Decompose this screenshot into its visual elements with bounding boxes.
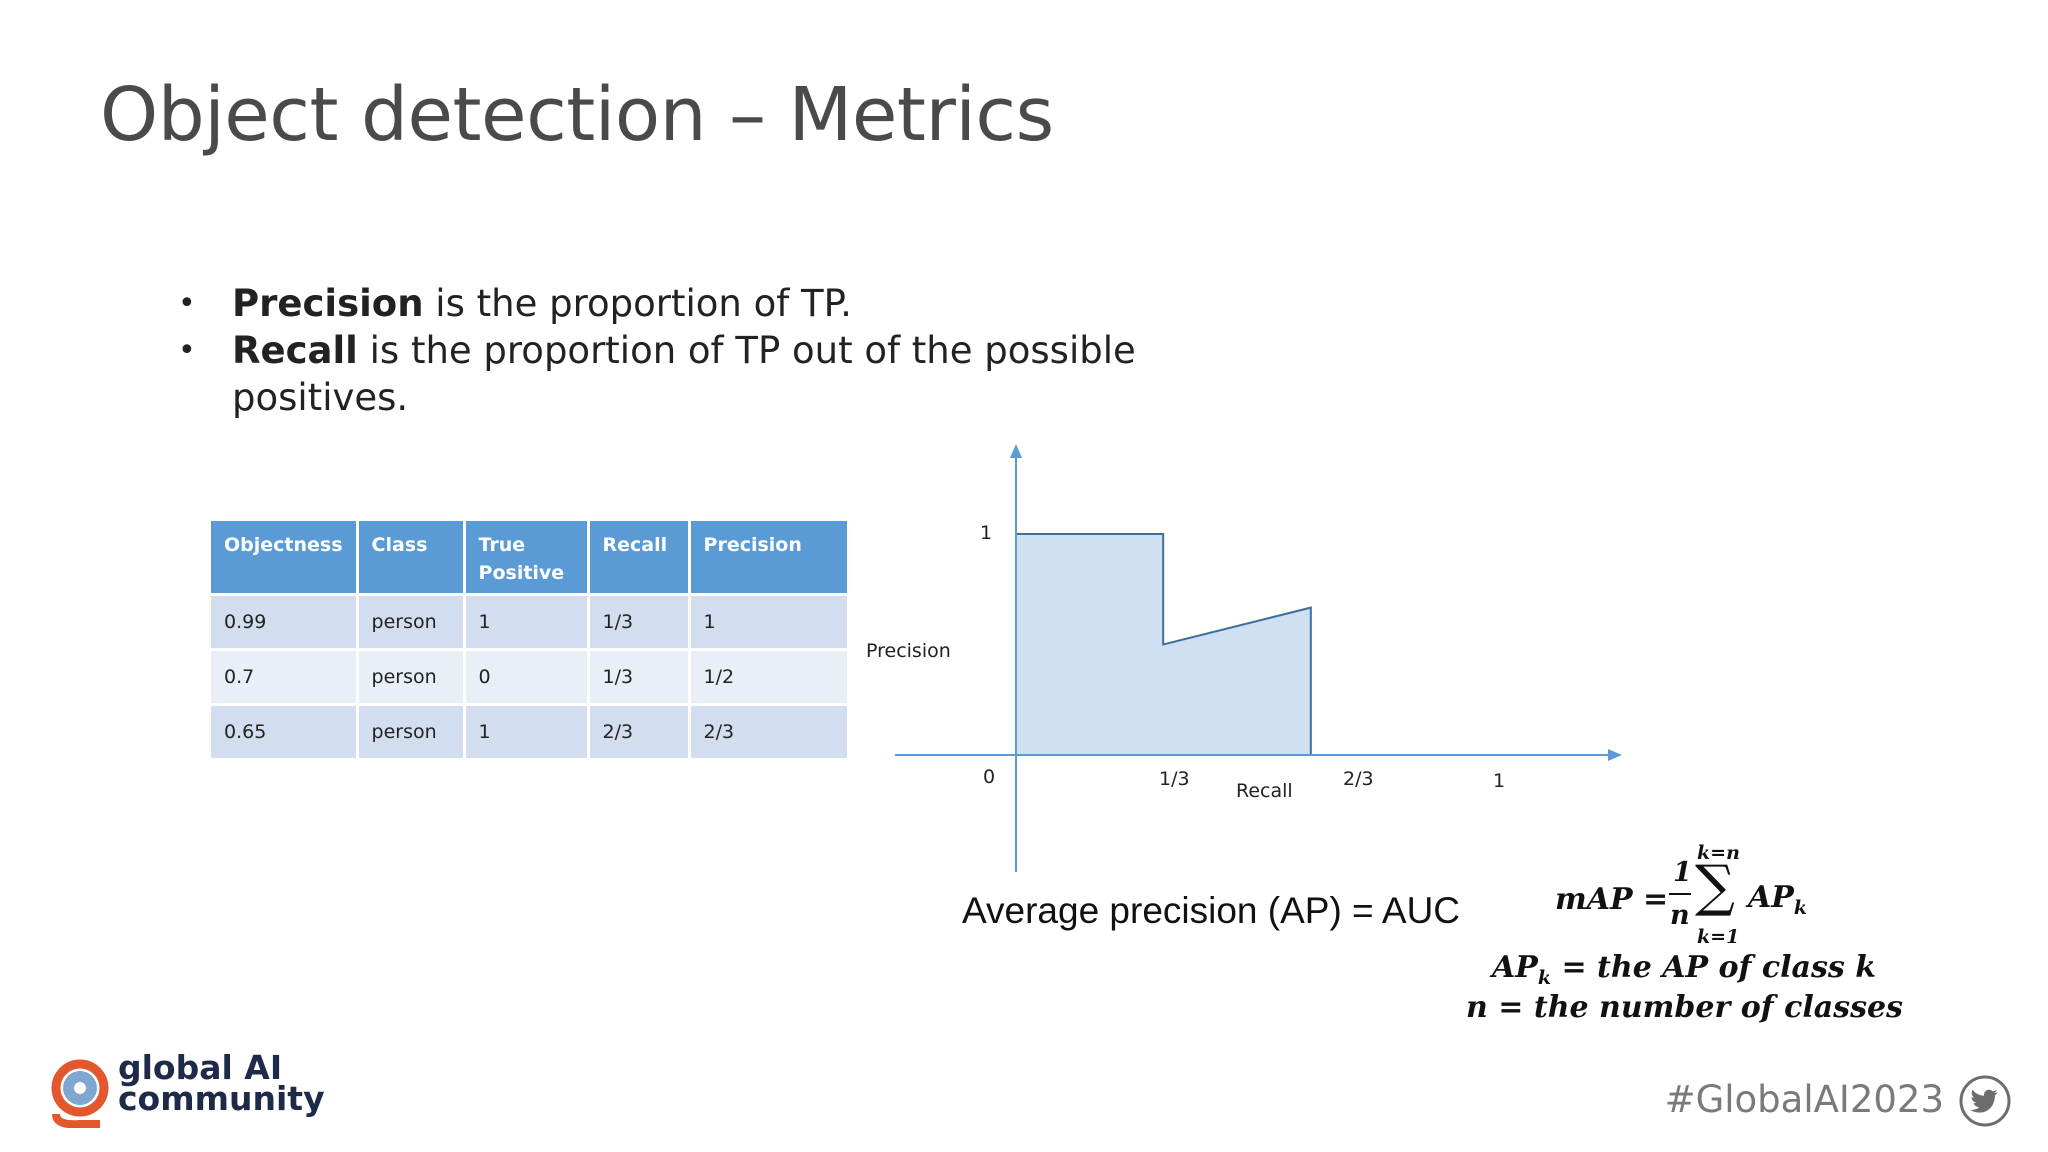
x-tick-label-1: 1 bbox=[1493, 770, 1506, 792]
table-row: 0.7 person 0 1/3 1/2 bbox=[208, 648, 850, 706]
formula-sum-term: APk bbox=[1748, 880, 1807, 919]
table-cell: 0 bbox=[462, 648, 590, 706]
bullet-term: Recall bbox=[232, 329, 358, 372]
bullet-dot: • bbox=[178, 286, 196, 321]
table-cell: person bbox=[355, 703, 466, 761]
logo-line1: global AI bbox=[118, 1048, 283, 1087]
table-cell: 1 bbox=[462, 593, 590, 651]
formula-frac-bar bbox=[1669, 893, 1691, 895]
formula-line2: APk = the AP of class k bbox=[1492, 950, 1876, 989]
x-tick-label-2-3: 2/3 bbox=[1343, 768, 1374, 790]
formula-sum-top: k=n bbox=[1697, 842, 1740, 864]
table-header-row: Objectness Class True Positive Recall Pr… bbox=[208, 518, 850, 596]
chart-y-axis-arrow bbox=[1010, 444, 1022, 458]
table-cell: person bbox=[355, 593, 466, 651]
twitter-icon[interactable] bbox=[1958, 1074, 2012, 1128]
table-row: 0.65 person 1 2/3 2/3 bbox=[208, 703, 850, 761]
table-cell: person bbox=[355, 648, 466, 706]
formula-ap-sub: k bbox=[1793, 897, 1808, 919]
table-cell: 1 bbox=[462, 703, 590, 761]
chart-x-axis-arrow bbox=[1608, 749, 1622, 761]
bullet-text: is the proportion of TP out of the possi… bbox=[232, 329, 1136, 419]
table-cell: 0.7 bbox=[208, 648, 359, 706]
formula-line2-rhs: = the AP of class k bbox=[1551, 950, 1876, 985]
header-precision: Precision bbox=[687, 518, 850, 596]
header-objectness: Objectness bbox=[208, 518, 359, 596]
header-recall: Recall bbox=[586, 518, 691, 596]
formula-line2-ap: AP bbox=[1492, 950, 1538, 985]
y-axis-label: Precision bbox=[866, 640, 951, 662]
bullet-recall: • Recall is the proportion of TP out of t… bbox=[178, 327, 1138, 421]
x-tick-label-0: 0 bbox=[983, 766, 996, 788]
bullet-text: is the proportion of TP. bbox=[423, 282, 852, 325]
formula-sum-bottom: k=1 bbox=[1697, 926, 1740, 948]
table-cell: 0.99 bbox=[208, 593, 359, 651]
table-cell: 1/3 bbox=[586, 593, 691, 651]
formula-line3: n = the number of classes bbox=[1466, 990, 1903, 1025]
table-cell: 2/3 bbox=[586, 703, 691, 761]
table-cell: 1/2 bbox=[687, 648, 850, 706]
x-tick-label-1-3: 1/3 bbox=[1159, 768, 1190, 790]
global-ai-logo-icon bbox=[51, 1059, 109, 1128]
slide-title: Object detection – Metrics bbox=[100, 72, 1054, 158]
table-row: 0.99 person 1 1/3 1 bbox=[208, 593, 850, 651]
formula-ap: AP bbox=[1748, 880, 1794, 915]
table-cell: 1/3 bbox=[586, 648, 691, 706]
logo-line2: community bbox=[118, 1079, 325, 1118]
bullet-precision: • Precision is the proportion of TP. bbox=[178, 280, 1138, 327]
hashtag: #GlobalAI2023 bbox=[1664, 1078, 1944, 1121]
ap-caption: Average precision (AP) = AUC bbox=[962, 890, 1461, 931]
formula-frac-den: n bbox=[1670, 900, 1690, 931]
table-cell: 0.65 bbox=[208, 703, 359, 761]
formula-line2-sub: k bbox=[1537, 967, 1552, 989]
chart-area-outline bbox=[1016, 533, 1312, 755]
logo-wordmark: global AI community bbox=[118, 1048, 325, 1118]
table-cell: 2/3 bbox=[687, 703, 850, 761]
formula-map-lhs: mAP = bbox=[1555, 882, 1669, 917]
header-true-positive: True Positive bbox=[462, 518, 590, 596]
x-axis-label: Recall bbox=[1236, 780, 1293, 802]
bullet-dot: • bbox=[178, 333, 196, 368]
header-class: Class bbox=[355, 518, 466, 596]
bullet-list: • Precision is the proportion of TP. • Rec… bbox=[178, 280, 1138, 421]
bullet-term: Precision bbox=[232, 282, 424, 325]
table-cell: 1 bbox=[687, 593, 850, 651]
y-tick-label-1: 1 bbox=[980, 522, 993, 544]
formula-frac-num: 1 bbox=[1673, 857, 1692, 888]
formula-sum-symbol: ∑ bbox=[1695, 854, 1735, 919]
detections-table: Objectness Class True Positive Recall Pr… bbox=[208, 518, 850, 761]
